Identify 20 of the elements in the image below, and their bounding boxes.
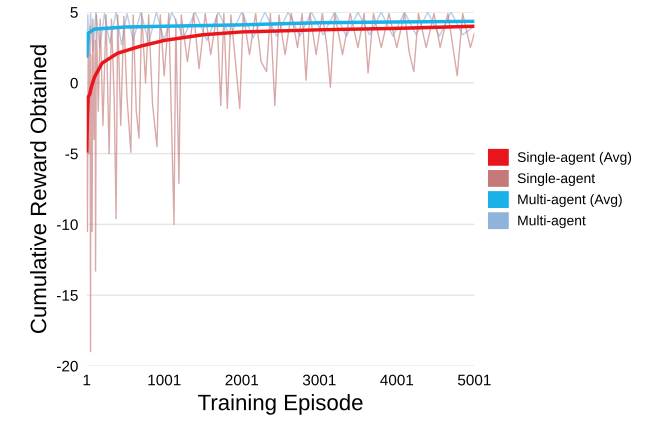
y-tick-label: -10 [56,219,78,230]
y-tick-label: -20 [56,360,78,372]
x-tick-label: 5001 [458,374,491,386]
y-tick-label: -15 [56,290,78,301]
y-tick-label: 5 [70,7,78,18]
x-tick-label: 2001 [226,374,258,386]
y-tick-label: -5 [65,148,78,160]
x-tick-label: 1 [84,374,90,386]
line-series [86,24,474,153]
legend-label: Multi-agent (Avg) [518,194,622,208]
x-axis-title: Training Episode [198,394,363,415]
x-tick-label: 4001 [380,374,414,386]
y-tick-label: 0 [70,78,78,89]
x-tick-label: 1001 [148,374,180,386]
legend-label: Single-agent (Avg) [518,152,632,165]
line-series [86,20,474,58]
legend-label: Single-agent [518,172,596,186]
x-tick-label: 3001 [302,374,336,386]
legend-label: Multi-agent [518,215,586,228]
y-axis-title: Cumulative Reward Obtained [30,45,46,333]
